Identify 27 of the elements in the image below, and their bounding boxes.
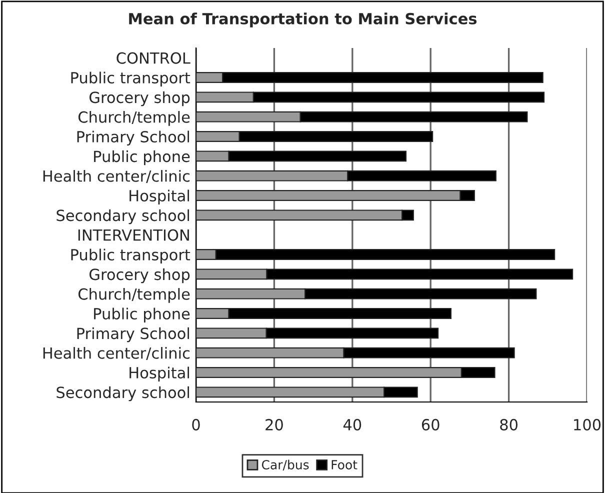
y-tick-label: CONTROL bbox=[116, 52, 190, 64]
x-tick-label: 20 bbox=[266, 418, 283, 430]
y-tick-label: Church/temple bbox=[78, 288, 190, 303]
y-tick-label: Secondary school bbox=[56, 386, 190, 402]
legend-label: Car/bus bbox=[262, 460, 309, 470]
x-tick-label: 0 bbox=[192, 418, 200, 430]
y-tick-label: Primary School bbox=[77, 130, 190, 146]
y-tick-label: Secondary school bbox=[56, 209, 190, 224]
y-tick-label: Grocery shop bbox=[90, 268, 190, 284]
x-tick-label: 60 bbox=[422, 418, 440, 430]
y-tick-label: Public transport bbox=[71, 248, 190, 264]
x-tick-label: 100 bbox=[574, 418, 601, 430]
y-tick-label: Public phone bbox=[94, 150, 190, 166]
y-tick-label: INTERVENTION bbox=[78, 229, 189, 241]
y-tick-label: Grocery shop bbox=[90, 91, 190, 106]
x-tick-label: 80 bbox=[500, 418, 518, 430]
y-tick-label: Public phone bbox=[94, 308, 190, 322]
y-tick-label: Public transport bbox=[71, 72, 190, 86]
y-tick-label: Hospital bbox=[130, 366, 190, 382]
y-tick-label: Hospital bbox=[130, 190, 190, 204]
chart-title: Mean of Transportation to Main Services bbox=[129, 12, 477, 28]
x-tick-label: 40 bbox=[343, 418, 362, 430]
y-tick-label: Primary School bbox=[77, 327, 190, 342]
legend-label: Foot bbox=[332, 460, 358, 470]
y-tick-label: Health center/clinic bbox=[43, 170, 190, 184]
y-tick-label: Health center/clinic bbox=[43, 347, 190, 360]
y-tick-label: Church/temple bbox=[78, 111, 190, 126]
